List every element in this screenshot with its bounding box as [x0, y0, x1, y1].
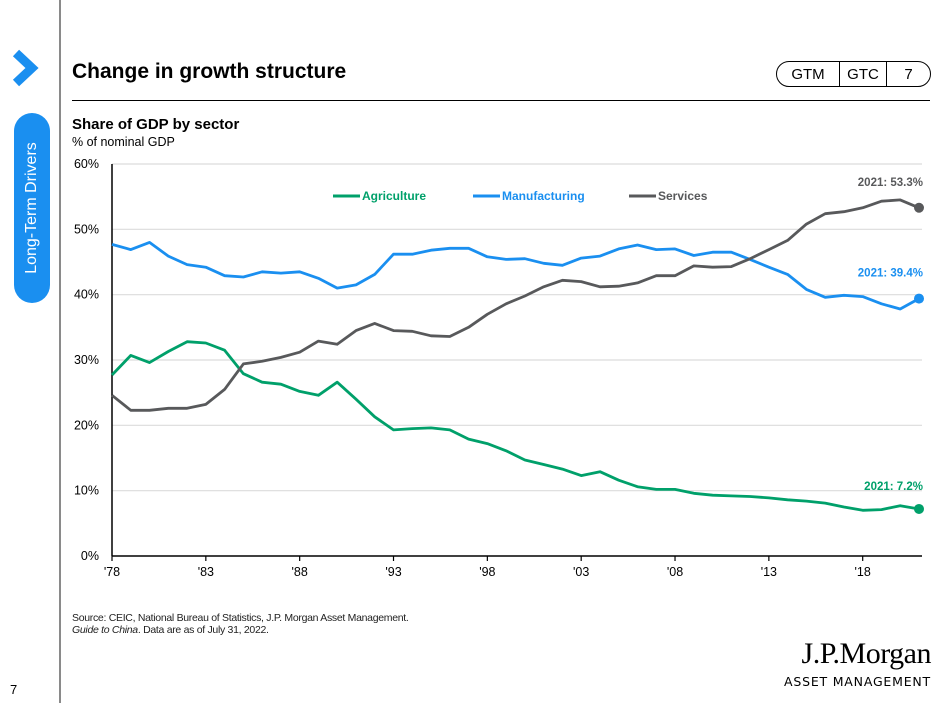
badge-page: 7 — [904, 65, 913, 83]
y-tick-label: 20% — [74, 418, 99, 432]
y-tick-label: 10% — [74, 484, 99, 498]
section-tab-long-term-drivers[interactable]: Long-Term Drivers — [14, 113, 50, 303]
x-tick-label: '93 — [385, 565, 401, 579]
jpmorgan-logo: J.P.Morgan ASSET MANAGEMENT — [784, 637, 932, 690]
y-tick-label: 40% — [74, 288, 99, 302]
legend-label-services: Services — [658, 189, 708, 203]
end-point-manufacturing — [914, 293, 924, 304]
x-tick-label: '13 — [761, 565, 777, 579]
end-label-agriculture: 2021: 7.2% — [864, 481, 923, 493]
logo-main: J.P.Morgan — [801, 637, 932, 670]
chart-subtitle: % of nominal GDP — [72, 135, 175, 149]
x-tick-label: '08 — [667, 565, 683, 579]
legend-label-manufacturing: Manufacturing — [502, 189, 585, 203]
source-guide-title: Guide to China — [72, 624, 138, 636]
legend-label-agriculture: Agriculture — [362, 189, 426, 203]
badge-gtm: GTM — [777, 62, 840, 86]
end-label-services: 2021: 53.3% — [858, 177, 923, 189]
end-label-manufacturing: 2021: 39.4% — [858, 268, 923, 280]
chart-title: Share of GDP by sector — [72, 116, 240, 133]
source-line-2: . Data are as of July 31, 2022. — [137, 624, 269, 636]
source-line-1: Source: CEIC, National Bureau of Statist… — [72, 612, 409, 624]
series-line-manufacturing — [111, 240, 920, 311]
source-note: Source: CEIC, National Bureau of Statist… — [72, 612, 409, 636]
sidebar-divider — [59, 0, 61, 703]
chevron-right-icon — [12, 49, 39, 87]
x-tick-label: '88 — [292, 565, 308, 579]
badge-gtc: GTC — [840, 62, 887, 86]
series-line-services — [111, 198, 920, 412]
x-tick-label: '83 — [198, 565, 214, 579]
page-number: 7 — [10, 682, 18, 697]
y-tick-label: 0% — [81, 549, 99, 563]
y-tick-label: 50% — [74, 222, 99, 236]
title-divider — [72, 100, 930, 101]
end-point-services — [914, 202, 924, 213]
x-tick-label: '98 — [479, 565, 495, 579]
x-tick-label: '18 — [855, 565, 871, 579]
series-line-agriculture — [110, 340, 920, 512]
x-tick-label: '03 — [573, 565, 589, 579]
y-tick-label: 60% — [74, 157, 99, 171]
page-title: Change in growth structure — [72, 60, 347, 83]
end-point-agriculture — [914, 503, 924, 514]
y-tick-label: 30% — [74, 353, 99, 367]
x-tick-label: '78 — [104, 565, 120, 579]
guide-badge: GTM GTC 7 — [776, 61, 931, 87]
logo-sub: ASSET MANAGEMENT — [784, 674, 931, 689]
